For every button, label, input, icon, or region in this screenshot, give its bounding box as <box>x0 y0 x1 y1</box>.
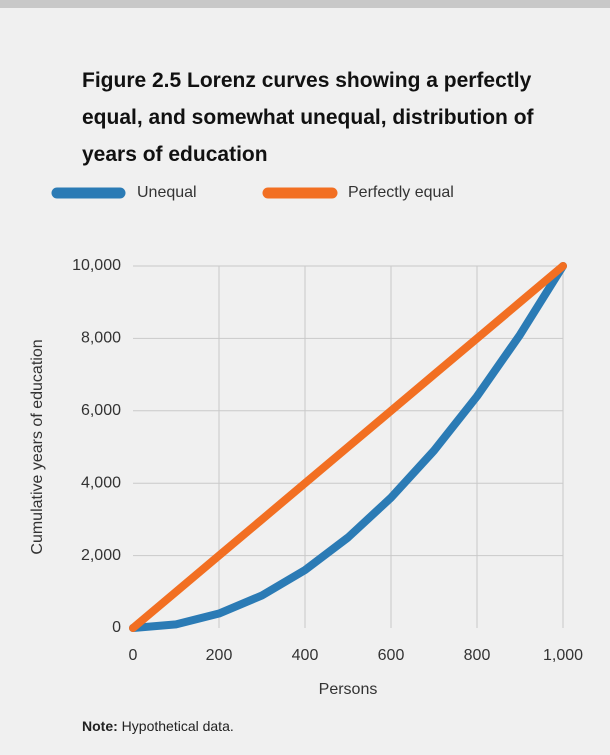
y-tick-label: 0 <box>112 619 121 636</box>
note-text: Hypothetical data. <box>121 718 234 734</box>
x-axis-label: Persons <box>319 681 378 698</box>
chart-title: Figure 2.5 Lorenz curves showing a perfe… <box>82 69 534 166</box>
y-axis-label: Cumulative years of education <box>29 339 46 554</box>
x-tick-label: 600 <box>378 647 405 664</box>
y-tick-label: 8,000 <box>81 330 121 347</box>
y-tick-label: 4,000 <box>81 474 121 491</box>
x-tick-label: 800 <box>464 647 491 664</box>
legend-label: Perfectly equal <box>348 184 454 201</box>
note: Note: Hypothetical data. <box>82 718 234 734</box>
series-line <box>129 262 567 632</box>
x-tick-label: 400 <box>292 647 319 664</box>
x-tick-label: 1,000 <box>543 647 583 664</box>
legend-label: Unequal <box>137 184 197 201</box>
x-tick-label: 0 <box>129 647 138 664</box>
y-tick-label: 10,000 <box>72 257 121 274</box>
note-label: Note: <box>82 718 118 734</box>
y-tick-label: 2,000 <box>81 547 121 564</box>
top-bar <box>0 0 610 8</box>
y-tick-label: 6,000 <box>81 402 121 419</box>
series-line <box>129 262 567 632</box>
x-tick-label: 200 <box>206 647 233 664</box>
